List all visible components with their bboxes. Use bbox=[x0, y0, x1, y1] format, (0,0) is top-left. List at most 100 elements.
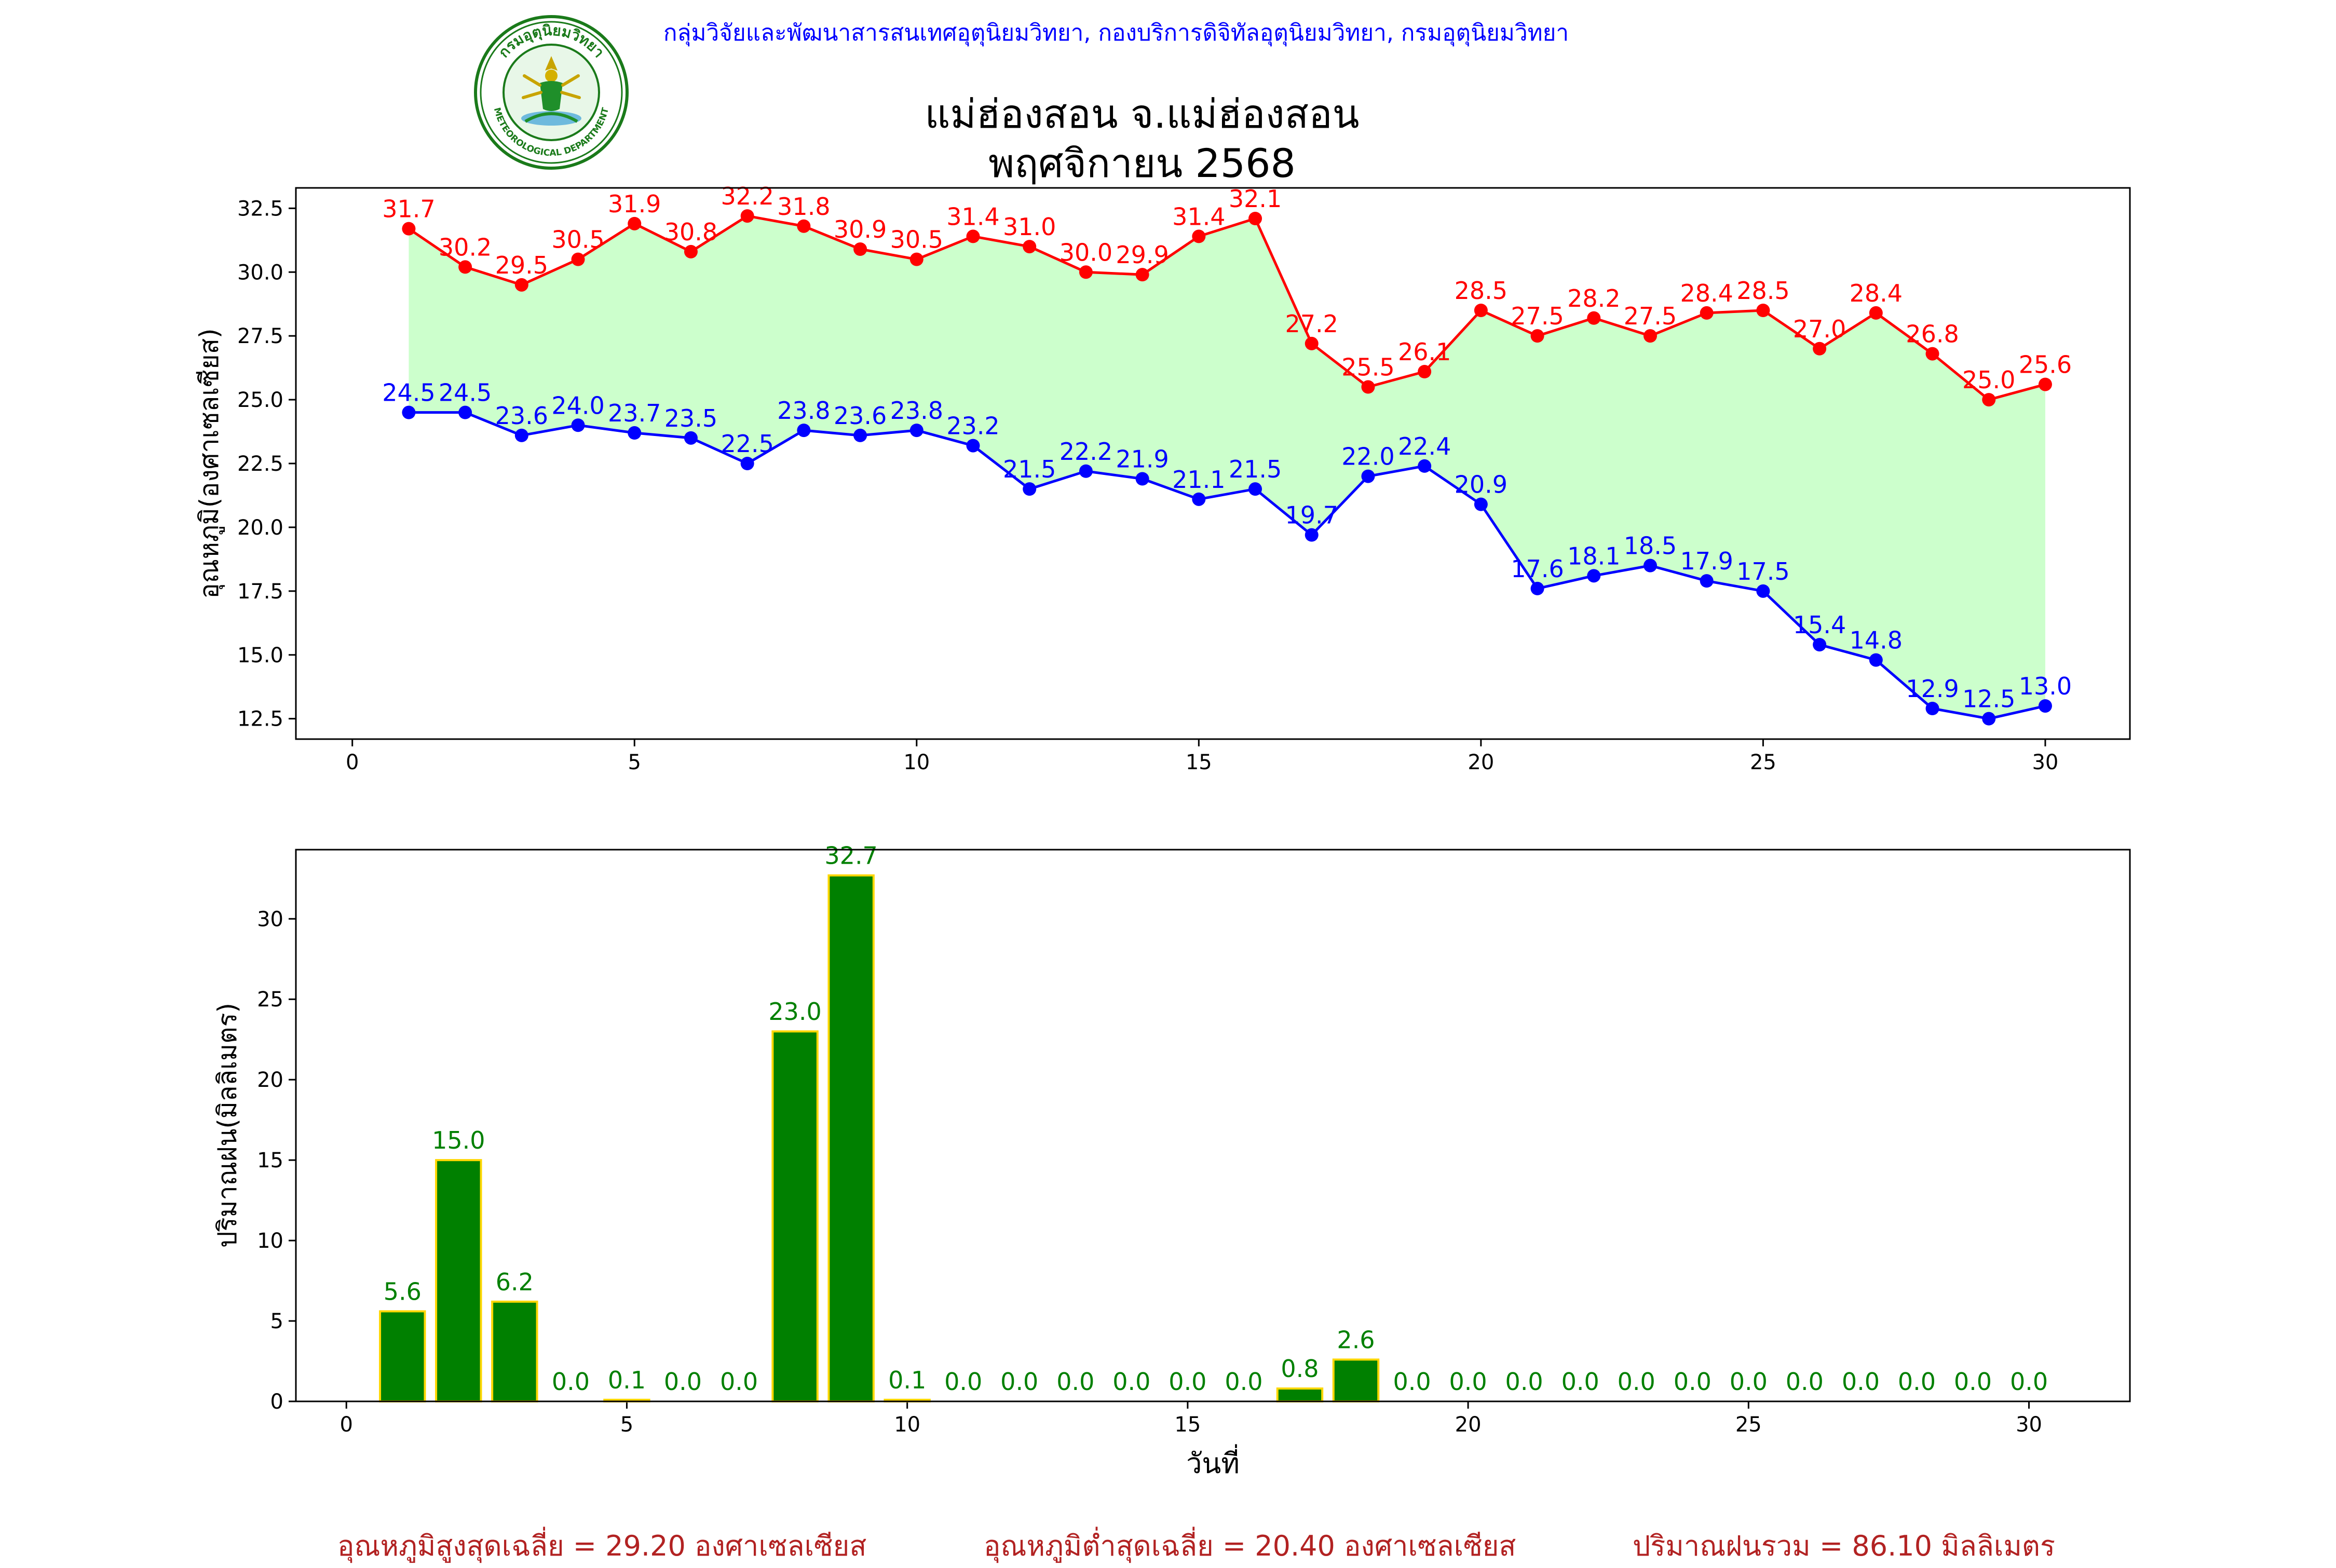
min-temperature-point bbox=[1587, 569, 1601, 583]
max-temperature-data-label: 25.5 bbox=[1341, 353, 1394, 381]
max-temperature-point bbox=[1079, 265, 1093, 279]
max-temperature-point bbox=[458, 260, 472, 274]
max-temperature-point bbox=[1643, 329, 1657, 343]
rainfall-bar bbox=[491, 1300, 538, 1403]
min-temperature-data-label: 17.9 bbox=[1680, 547, 1733, 575]
temperature-range-band bbox=[409, 216, 2045, 719]
min-temperature-point bbox=[2038, 699, 2052, 713]
max-temperature-data-label: 27.2 bbox=[1285, 310, 1338, 338]
min-temperature-data-label: 17.6 bbox=[1511, 555, 1564, 583]
min-temperature-point bbox=[458, 405, 472, 419]
min-temperature-data-label: 24.0 bbox=[551, 391, 604, 419]
min-temperature-data-label: 23.6 bbox=[495, 402, 548, 430]
temp-y-tick-label: 30.0 bbox=[237, 261, 283, 284]
rain-y-tick-label: 5 bbox=[270, 1310, 283, 1333]
min-temperature-point bbox=[1756, 584, 1770, 598]
min-temperature-point bbox=[1700, 574, 1714, 588]
rainfall-data-label: 0.0 bbox=[1169, 1368, 1206, 1396]
max-temperature-point bbox=[1925, 347, 1939, 361]
header-credit: กลุ่มวิจัยและพัฒนาสารสนเทศอุตุนิยมวิทยา,… bbox=[663, 20, 1569, 46]
min-temperature-point bbox=[1474, 497, 1488, 511]
max-temperature-data-label: 30.2 bbox=[439, 233, 492, 261]
chart-title-station: แม่ฮ่องสอน จ.แม่ฮ่องสอน bbox=[925, 91, 1360, 137]
rainfall-data-label: 0.0 bbox=[1000, 1368, 1038, 1396]
rain-y-tick-label: 0 bbox=[270, 1390, 283, 1414]
summary-footer: อุณหภูมิสูงสุดเฉลี่ย = 29.20 องศาเซลเซีย… bbox=[0, 1523, 2336, 1565]
rainfall-data-label: 0.8 bbox=[1281, 1355, 1319, 1383]
min-temperature-data-label: 22.5 bbox=[721, 430, 773, 458]
temp-x-tick-label: 20 bbox=[1468, 751, 1494, 774]
rainfall-data-label: 0.0 bbox=[664, 1368, 702, 1396]
rainfall-data-label: 15.0 bbox=[432, 1126, 485, 1154]
min-temperature-data-label: 21.5 bbox=[1229, 455, 1282, 483]
max-temperature-point bbox=[628, 216, 642, 230]
min-temperature-point bbox=[684, 431, 698, 445]
min-temperature-data-label: 18.1 bbox=[1567, 542, 1620, 570]
rainfall-data-label: 0.0 bbox=[1618, 1368, 1655, 1396]
rainfall-data-label: 0.0 bbox=[1449, 1368, 1487, 1396]
max-temperature-point bbox=[1248, 212, 1262, 225]
max-temperature-data-label: 25.0 bbox=[1962, 366, 2015, 394]
max-temperature-point bbox=[1530, 329, 1544, 343]
min-temperature-line bbox=[409, 411, 2046, 720]
max-temperature-point bbox=[1587, 311, 1601, 325]
min-temperature-point bbox=[1192, 492, 1206, 506]
min-temperature-point bbox=[514, 428, 528, 442]
rainfall-data-label: 0.1 bbox=[888, 1366, 926, 1394]
min-temperature-data-label: 21.1 bbox=[1172, 466, 1225, 494]
rain-x-axis-label: วันที่ bbox=[1186, 1444, 1240, 1480]
max-temperature-point bbox=[1869, 306, 1883, 320]
max-temperature-data-label: 25.6 bbox=[2019, 351, 2072, 379]
max-temperature-point bbox=[1813, 342, 1827, 356]
min-temperature-data-label: 22.4 bbox=[1398, 432, 1451, 460]
rainfall-data-label: 0.0 bbox=[1786, 1368, 1824, 1396]
rainfall-data-label: 0.0 bbox=[944, 1368, 982, 1396]
min-temperature-point bbox=[966, 439, 980, 453]
max-temperature-data-label: 28.2 bbox=[1567, 284, 1620, 312]
rainfall-data-label: 0.0 bbox=[1505, 1368, 1543, 1396]
min-temperature-data-label: 18.5 bbox=[1624, 532, 1677, 560]
max-temperature-point bbox=[1135, 268, 1149, 282]
max-temperature-point bbox=[1982, 393, 1996, 407]
rain-y-tick-label: 25 bbox=[257, 988, 283, 1012]
max-temperature-data-label: 28.5 bbox=[1736, 277, 1789, 305]
temp-x-tick-label: 0 bbox=[346, 751, 359, 774]
temp-x-tick-label: 25 bbox=[1750, 751, 1776, 774]
min-temperature-point bbox=[1869, 653, 1883, 667]
rain-y-tick-label: 30 bbox=[257, 907, 283, 931]
min-temperature-data-label: 23.8 bbox=[890, 397, 943, 425]
temp-x-tick-label: 10 bbox=[903, 751, 930, 774]
max-temperature-data-label: 30.0 bbox=[1060, 238, 1112, 266]
rainfall-data-label: 0.0 bbox=[2010, 1368, 2048, 1396]
rain-x-tick-label: 20 bbox=[1455, 1413, 1482, 1437]
rainfall-data-label: 0.0 bbox=[1954, 1368, 1992, 1396]
rain-y-tick-label: 15 bbox=[257, 1149, 283, 1172]
min-temperature-point bbox=[571, 418, 585, 432]
total-rainfall: ปริมาณฝนรวม = 86.10 มิลลิเมตร bbox=[1633, 1530, 2056, 1562]
min-temperature-point bbox=[1361, 469, 1375, 483]
min-temperature-point bbox=[1530, 581, 1544, 595]
temp-y-tick-label: 27.5 bbox=[237, 324, 283, 348]
rainfall-data-label: 0.1 bbox=[608, 1366, 646, 1394]
rainfall-bar bbox=[771, 1030, 819, 1402]
rain-x-tick-label: 15 bbox=[1174, 1413, 1201, 1437]
rainfall-data-label: 32.7 bbox=[824, 842, 877, 870]
min-temperature-data-label: 20.9 bbox=[1455, 471, 1507, 499]
temp-y-tick-label: 12.5 bbox=[237, 707, 283, 731]
rainfall-data-label: 0.0 bbox=[552, 1368, 590, 1396]
max-temperature-data-label: 31.4 bbox=[946, 202, 999, 230]
max-temperature-point bbox=[1361, 380, 1375, 394]
max-temperature-data-label: 31.9 bbox=[608, 190, 661, 218]
min-temperature-data-label: 23.2 bbox=[946, 412, 999, 440]
min-temperature-point bbox=[1248, 482, 1262, 496]
rain-x-tick-label: 5 bbox=[620, 1413, 633, 1437]
avg-max-temperature: อุณหภูมิสูงสุดเฉลี่ย = 29.20 องศาเซลเซีย… bbox=[337, 1530, 867, 1562]
max-temperature-data-label: 27.0 bbox=[1793, 315, 1846, 343]
min-temperature-point bbox=[1305, 528, 1319, 542]
min-temperature-point bbox=[1023, 482, 1037, 496]
min-temperature-data-label: 23.5 bbox=[664, 404, 717, 432]
max-temperature-data-label: 32.2 bbox=[721, 182, 773, 210]
max-temperature-data-label: 32.1 bbox=[1229, 185, 1282, 213]
min-temperature-point bbox=[909, 424, 923, 438]
